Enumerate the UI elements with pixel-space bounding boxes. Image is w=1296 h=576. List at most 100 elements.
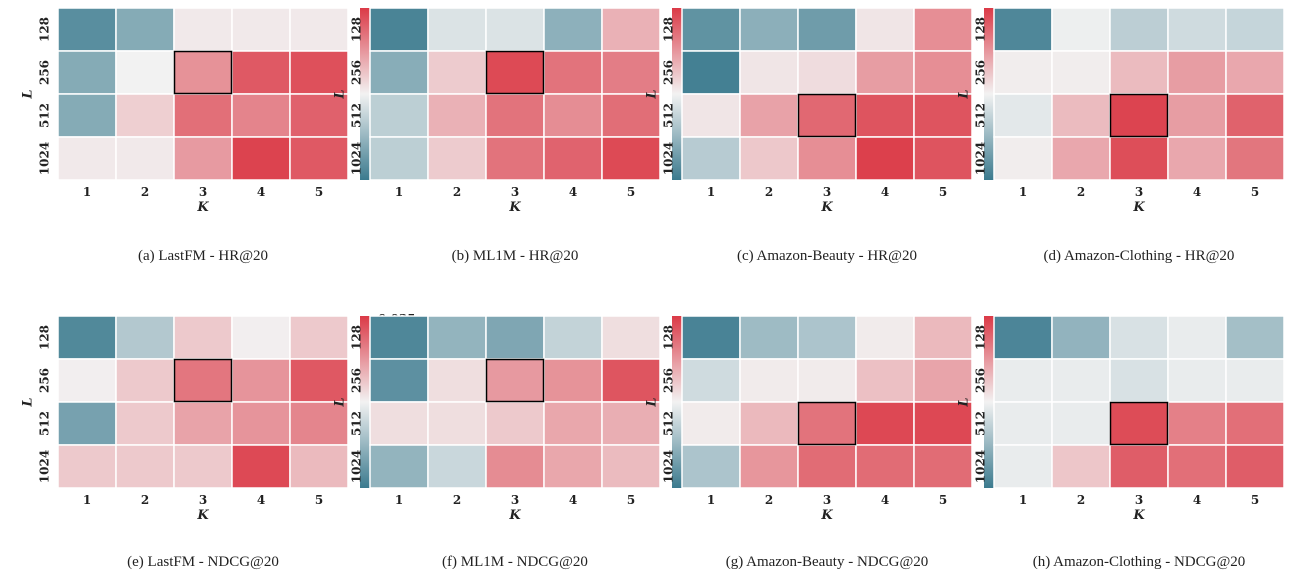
panel-caption: (d) Amazon-Clothing - HR@20 xyxy=(1043,248,1235,264)
y-axis-label: L xyxy=(21,397,36,407)
heatmap-cell xyxy=(601,401,661,446)
heatmap-cell xyxy=(289,358,349,403)
heatmap-cell xyxy=(1051,50,1111,95)
heatmap-cell xyxy=(1051,315,1111,360)
heatmap-cell xyxy=(993,7,1053,52)
heatmap-cell xyxy=(601,358,661,403)
heatmap-cell xyxy=(427,93,487,138)
heatmap-cell xyxy=(543,315,603,360)
heatmap-cell xyxy=(427,7,487,52)
y-tick-label: 512 xyxy=(662,103,676,128)
heatmap-cell xyxy=(427,315,487,360)
heatmap-cell xyxy=(1109,136,1169,181)
heatmap-cell xyxy=(231,93,291,138)
heatmap-cell xyxy=(485,136,545,181)
x-tick-label: 1 xyxy=(707,185,715,199)
x-tick-label: 2 xyxy=(765,493,773,507)
heatmap-cell xyxy=(289,136,349,181)
heatmap-cell xyxy=(369,50,429,95)
x-tick-label: 1 xyxy=(1019,185,1027,199)
heatmap-cell xyxy=(797,50,857,95)
y-tick-label: 1024 xyxy=(662,142,676,175)
x-tick-label: 1 xyxy=(1019,493,1027,507)
heatmap-cell xyxy=(543,136,603,181)
heatmap-cell xyxy=(1167,136,1227,181)
x-tick-label: 1 xyxy=(395,493,403,507)
heatmap-cell xyxy=(427,136,487,181)
y-tick-label: 1024 xyxy=(350,450,364,483)
heatmap-cell xyxy=(115,136,175,181)
heatmap-cell xyxy=(231,444,291,489)
x-tick-label: 3 xyxy=(823,493,831,507)
heatmap-cell xyxy=(1167,401,1227,446)
x-tick-label: 5 xyxy=(1251,185,1259,199)
heatmap-cell xyxy=(57,401,117,446)
heatmap-cell xyxy=(115,444,175,489)
heatmap-cell xyxy=(173,50,233,95)
x-tick-label: 3 xyxy=(1135,493,1143,507)
heatmap-cell xyxy=(681,50,741,95)
panel-caption: (a) LastFM - HR@20 xyxy=(137,248,269,264)
x-tick-label: 2 xyxy=(453,493,461,507)
heatmap-cell xyxy=(993,444,1053,489)
heatmap-cell xyxy=(681,136,741,181)
x-tick-label: 3 xyxy=(199,185,207,199)
heatmap-cell xyxy=(601,50,661,95)
panel-caption: (c) Amazon-Beauty - HR@20 xyxy=(736,248,917,264)
y-tick-label: 512 xyxy=(974,103,988,128)
y-tick-label: 1024 xyxy=(350,142,364,175)
x-tick-label: 5 xyxy=(939,493,947,507)
heatmap-cell xyxy=(681,7,741,52)
heatmap-cell xyxy=(173,401,233,446)
heatmap-cell xyxy=(797,358,857,403)
heatmap-cell xyxy=(1225,315,1285,360)
x-axis-label: K xyxy=(196,508,209,523)
panel-caption: (g) Amazon-Beauty - NDCG@20 xyxy=(725,554,929,570)
heatmap-cell xyxy=(797,444,857,489)
y-tick-label: 128 xyxy=(974,325,988,350)
x-tick-label: 1 xyxy=(707,493,715,507)
heatmap-panel: 12345K1282565121024L0.0660.0670.0680.069… xyxy=(333,315,728,523)
heatmap-cell xyxy=(1051,7,1111,52)
y-tick-label: 512 xyxy=(662,411,676,436)
heatmap-cell xyxy=(115,50,175,95)
highlight-box xyxy=(1109,401,1169,446)
highlight-box xyxy=(797,93,857,138)
colorbar xyxy=(360,8,372,180)
x-tick-label: 5 xyxy=(315,185,323,199)
y-axis-label: L xyxy=(333,397,348,407)
panel-caption: (f) ML1M - NDCG@20 xyxy=(442,554,588,570)
heatmap-cell xyxy=(485,358,545,403)
colorbar xyxy=(672,316,684,488)
heatmap-cell xyxy=(797,401,857,446)
heatmap-cell xyxy=(601,7,661,52)
heatmap-cell xyxy=(173,7,233,52)
highlight-box xyxy=(797,401,857,446)
heatmap-cell xyxy=(739,93,799,138)
heatmap-cell xyxy=(739,444,799,489)
x-tick-label: 5 xyxy=(939,185,947,199)
x-tick-label: 5 xyxy=(315,493,323,507)
heatmap-cell xyxy=(913,93,973,138)
heatmap-cell xyxy=(427,50,487,95)
x-tick-label: 4 xyxy=(569,493,577,507)
heatmap-panel: 12345K1282565121024L0.0270.0280.0290.030 xyxy=(957,7,1285,215)
y-tick-label: 256 xyxy=(38,368,52,393)
heatmap-cell xyxy=(993,136,1053,181)
x-tick-label: 3 xyxy=(823,185,831,199)
heatmap-panel: 12345K1282565121024L0.0310.0320.0330.034… xyxy=(21,312,416,523)
heatmap-cell xyxy=(369,315,429,360)
heatmap-cell xyxy=(855,50,915,95)
heatmap-cell xyxy=(115,358,175,403)
heatmap-cell xyxy=(681,93,741,138)
y-tick-label: 1024 xyxy=(974,142,988,175)
heatmap-cell xyxy=(1167,444,1227,489)
heatmap-cell xyxy=(913,401,973,446)
heatmap-panel: 12345K1282565121024L0.0240.0250.0260.027… xyxy=(645,315,1040,523)
heatmap-cell xyxy=(543,7,603,52)
x-axis-label: K xyxy=(508,508,521,523)
y-tick-label: 1024 xyxy=(974,450,988,483)
heatmap-cell xyxy=(57,93,117,138)
heatmap-cell xyxy=(855,315,915,360)
x-tick-label: 5 xyxy=(1251,493,1259,507)
